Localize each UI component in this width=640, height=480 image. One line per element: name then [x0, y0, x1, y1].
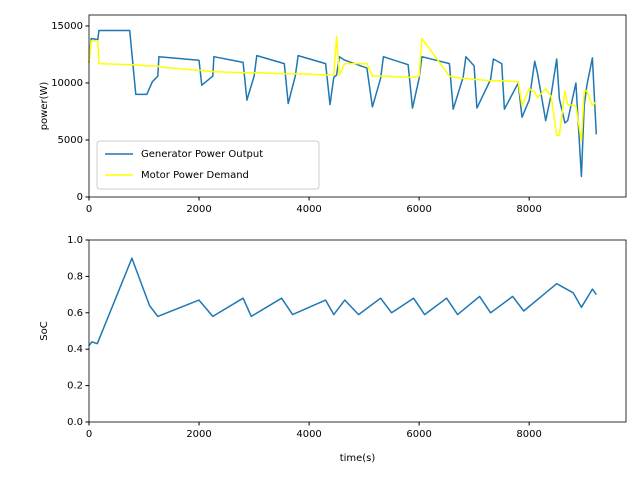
axes-frame [88, 239, 627, 423]
y-tick-label: 0 [77, 192, 83, 203]
y-tick-label: 5000 [58, 135, 83, 146]
legend: Generator Power Output Motor Power Demand [96, 140, 320, 190]
legend-label: Generator Power Output [141, 149, 263, 160]
data-line [88, 35, 597, 142]
y-tick-label: 0.0 [67, 417, 83, 428]
x-tick-label: 6000 [406, 204, 431, 215]
x-tick-label: 2000 [186, 204, 211, 215]
y-tick-label: 0.2 [67, 381, 83, 392]
data-line [88, 29, 598, 178]
x-tick-label: 8000 [516, 204, 541, 215]
y-tick-label: 10000 [51, 78, 83, 89]
data-line [88, 257, 597, 347]
x-tick-label: 4000 [296, 429, 321, 440]
x-tick-label: 2000 [186, 429, 211, 440]
subplot: 0 2000 4000 6000 8000 0.0 0.2 0.4 0.6 0.8 1.0 SoC ti… [39, 235, 627, 464]
y-tick-label: 0.6 [67, 308, 83, 319]
y-tick-label: 15000 [51, 21, 83, 32]
y-axis-label: SoC [39, 321, 50, 340]
x-tick-label: 0 [86, 429, 92, 440]
x-tick-label: 8000 [516, 429, 541, 440]
axes-frame [88, 14, 627, 198]
x-tick-label: 0 [86, 204, 92, 215]
x-tick-label: 4000 [296, 204, 321, 215]
x-tick-label: 6000 [406, 429, 431, 440]
y-tick-label: 0.8 [67, 271, 83, 282]
subplot: 0 2000 4000 6000 8000 0 5000 10000 15000 power(W)… [39, 14, 627, 215]
legend-frame [96, 140, 320, 190]
x-axis-label: time(s) [340, 453, 376, 464]
legend-label: Motor Power Demand [141, 170, 249, 181]
y-tick-label: 1.0 [67, 235, 83, 246]
y-axis-label: power(W) [39, 82, 50, 131]
y-tick-label: 0.4 [67, 344, 83, 355]
